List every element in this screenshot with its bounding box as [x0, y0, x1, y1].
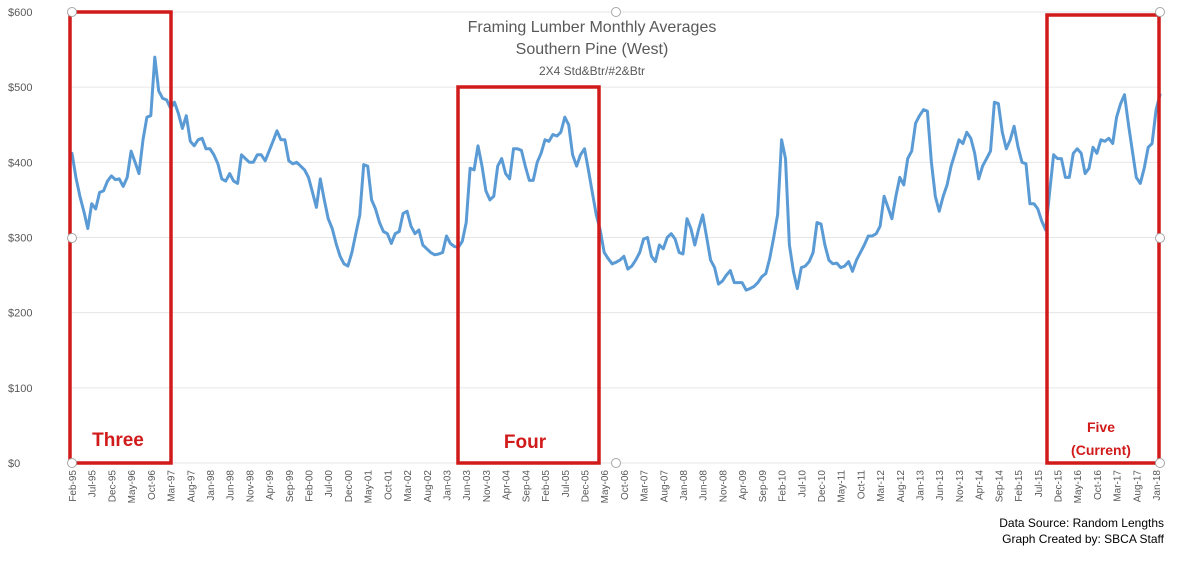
resize-handle[interactable] — [67, 7, 77, 17]
y-tick-label: $500 — [8, 82, 32, 94]
chart-subtitle: Southern Pine (West) — [516, 41, 669, 58]
y-tick-label: $0 — [8, 458, 20, 470]
resize-handle[interactable] — [1155, 7, 1165, 17]
annotation-sublabel: (Current) — [1071, 442, 1131, 458]
x-tick-label: Jul-05 — [561, 470, 572, 498]
x-tick-label: Jul-10 — [797, 470, 808, 498]
x-tick-label: Dec-10 — [817, 470, 828, 503]
x-tick-label: Mar-97 — [167, 470, 178, 502]
x-tick-label: Apr-14 — [975, 470, 986, 500]
x-tick-label: Jun-08 — [699, 470, 710, 501]
x-tick-label: Feb-05 — [541, 470, 552, 502]
data-source-note: Data Source: Random Lengths — [999, 516, 1164, 530]
x-tick-label: Aug-02 — [423, 470, 434, 503]
x-tick-label: Aug-17 — [1132, 470, 1143, 503]
resize-handle[interactable] — [611, 458, 621, 468]
x-tick-label: Jul-95 — [88, 470, 99, 498]
x-tick-label: Feb-00 — [305, 470, 316, 502]
x-tick-label: Dec-00 — [344, 470, 355, 503]
x-tick-label: Nov-03 — [482, 470, 493, 503]
x-tick-label: Jan-98 — [206, 470, 217, 501]
x-axis-ticks: Feb-95 Jul-95 Dec-95 May-96 Oct-96 Mar-97 Aug-… — [68, 470, 1163, 504]
x-tick-label: Jan-08 — [679, 470, 690, 501]
x-tick-label: Mar-02 — [403, 470, 414, 502]
x-tick-label: Nov-98 — [245, 470, 256, 503]
x-tick-label: Nov-13 — [955, 470, 966, 503]
x-tick-label: Oct-16 — [1093, 470, 1104, 500]
annotation-box-five — [1045, 13, 1161, 465]
x-tick-label: May-16 — [1073, 470, 1084, 504]
price-series-line — [70, 55, 1162, 292]
series-layer — [70, 55, 1162, 292]
selection-handles — [67, 7, 1165, 468]
x-tick-label: Feb-95 — [68, 470, 79, 502]
x-tick-label: Feb-10 — [778, 470, 789, 502]
x-tick-label: Jan-13 — [916, 470, 927, 501]
x-tick-label: Mar-12 — [876, 470, 887, 502]
x-tick-label: Jun-13 — [935, 470, 946, 501]
x-tick-label: Oct-06 — [620, 470, 631, 500]
x-tick-label: May-06 — [600, 470, 611, 504]
annotation-label: Four — [504, 432, 547, 453]
x-tick-label: Nov-08 — [718, 470, 729, 503]
x-tick-label: Jan-03 — [442, 470, 453, 501]
resize-handle[interactable] — [67, 233, 77, 243]
x-tick-label: Oct-01 — [383, 470, 394, 500]
x-tick-label: Dec-95 — [107, 470, 118, 503]
x-tick-label: Sep-04 — [521, 470, 532, 503]
y-tick-label: $200 — [8, 308, 32, 320]
x-tick-label: Dec-05 — [580, 470, 591, 503]
y-tick-label: $600 — [8, 7, 32, 19]
x-tick-label: Jun-03 — [462, 470, 473, 501]
x-tick-label: Aug-07 — [659, 470, 670, 503]
gridlines — [72, 11, 1160, 464]
annotation-label: Three — [92, 430, 144, 451]
x-tick-label: Sep-99 — [285, 470, 296, 503]
x-tick-label: Apr-09 — [738, 470, 749, 500]
x-tick-label: Mar-17 — [1113, 470, 1124, 502]
graph-credit-note: Graph Created by: SBCA Staff — [1002, 532, 1164, 546]
annotation-label: Five — [1087, 419, 1115, 435]
chart-subtitle-2: 2X4 Std&Btr/#2&Btr — [539, 64, 645, 78]
x-tick-label: Feb-15 — [1014, 470, 1025, 502]
resize-handle[interactable] — [67, 458, 77, 468]
x-tick-label: Oct-11 — [856, 470, 867, 500]
x-tick-label: May-01 — [364, 470, 375, 504]
x-tick-label: Aug-97 — [186, 470, 197, 503]
x-tick-label: Sep-09 — [758, 470, 769, 503]
y-tick-label: $100 — [8, 383, 32, 395]
x-tick-label: May-11 — [837, 470, 848, 503]
chart-title: Framing Lumber Monthly Averages — [468, 19, 717, 36]
x-tick-label: Dec-15 — [1054, 470, 1065, 503]
x-tick-label: May-96 — [127, 470, 138, 504]
annotation-box-four — [456, 85, 601, 465]
y-tick-label: $400 — [8, 157, 32, 169]
x-tick-label: Apr-04 — [502, 470, 513, 500]
x-tick-label: Jul-00 — [324, 470, 335, 498]
x-tick-label: Aug-12 — [896, 470, 907, 503]
x-tick-label: Sep-14 — [994, 470, 1005, 503]
resize-handle[interactable] — [611, 7, 621, 17]
y-axis-ticks: $0 $100 $200 $300 $400 $500 $600 — [8, 7, 32, 470]
resize-handle[interactable] — [1155, 233, 1165, 243]
y-tick-label: $300 — [8, 233, 32, 245]
x-tick-label: Mar-07 — [640, 470, 651, 502]
x-tick-label: Jan-18 — [1152, 470, 1163, 501]
x-tick-label: Jul-15 — [1034, 470, 1045, 498]
x-tick-label: Oct-96 — [147, 470, 158, 500]
x-tick-label: Jun-98 — [226, 470, 237, 501]
resize-handle[interactable] — [1155, 458, 1165, 468]
x-tick-label: Apr-99 — [265, 470, 276, 500]
